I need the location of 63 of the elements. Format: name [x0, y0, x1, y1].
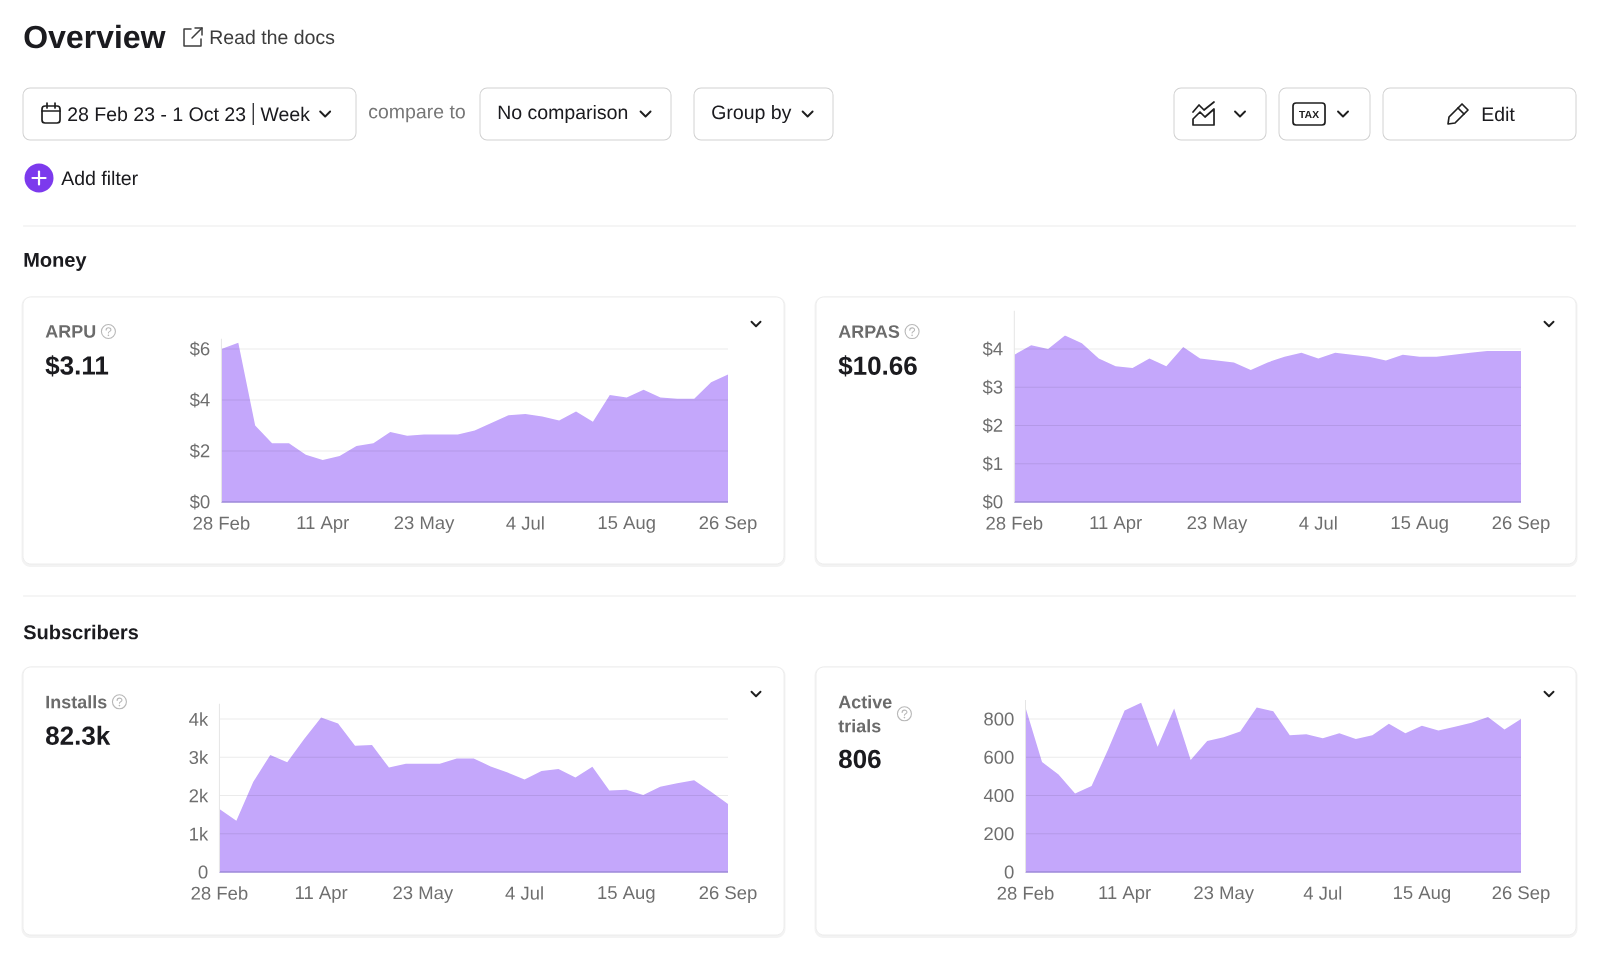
text: compare to	[369, 105, 465, 123]
x-tick-label: 11 Apr	[295, 886, 348, 903]
x-tick-label: 28 Feb	[986, 516, 1043, 530]
x-tick-label: 23 May	[394, 516, 455, 533]
y-tick-label: 2k	[189, 788, 209, 803]
x-tick-label: 26 Sep	[1492, 516, 1550, 533]
x-tick-label: 15 Aug	[1394, 886, 1451, 903]
text: Group by	[712, 104, 792, 124]
chart-title: Installs	[46, 695, 107, 709]
x-tick-label: 23 May	[1187, 516, 1248, 533]
x-tick-label: 4 Jul	[1299, 516, 1337, 530]
y-tick-label: 200	[984, 827, 1014, 841]
x-tick-label: 23 May	[393, 886, 454, 903]
x-tick-label: 15 Aug	[598, 516, 655, 533]
text: Overview	[24, 24, 166, 49]
x-tick-label: 11 Apr	[297, 516, 349, 533]
x-tick-label: 15 Aug	[1391, 516, 1448, 533]
text: Week	[260, 106, 310, 122]
y-tick-label: 4k	[189, 712, 209, 726]
x-tick-label: 23 May	[1194, 886, 1254, 903]
y-tick-label: $3	[982, 379, 1003, 395]
x-tick-label: 28 Feb	[997, 886, 1054, 900]
y-tick-label: $4	[189, 392, 210, 408]
text: $10.66	[838, 355, 917, 377]
y-tick-label: $0	[982, 494, 1003, 510]
x-tick-label: 28 Feb	[193, 516, 250, 530]
y-tick-label: $2	[982, 418, 1003, 433]
x-tick-label: 4 Jul	[506, 516, 544, 530]
y-tick-label: 1k	[190, 827, 209, 841]
y-tick-label: 400	[983, 788, 1014, 803]
text: Read the docs	[210, 29, 335, 45]
x-tick-label: 26 Sep	[699, 886, 757, 903]
text: ARPAS	[838, 325, 900, 338]
text: No comparison	[498, 104, 628, 124]
text: Subscribers	[23, 624, 138, 640]
text: 806	[839, 749, 881, 769]
text: ARPU	[45, 325, 96, 338]
y-tick-label: $2	[189, 443, 210, 459]
text: Money	[24, 253, 87, 271]
y-tick-label: 800	[984, 712, 1014, 726]
x-tick-label: 15 Aug	[598, 886, 655, 903]
text: Edit	[1482, 106, 1515, 122]
text: Active trials	[838, 695, 892, 733]
text: 82.3k	[46, 725, 111, 745]
x-tick-label: 28 Feb	[191, 886, 248, 900]
y-tick-label: $6	[189, 341, 210, 357]
y-tick-label: $4	[982, 341, 1003, 357]
x-tick-label: 4 Jul	[505, 886, 543, 900]
x-tick-label: 26 Sep	[1492, 886, 1550, 903]
text: 28 Feb 23 - 1 Oct 23	[68, 106, 246, 122]
y-tick-label: $1	[982, 456, 1003, 472]
x-tick-label: 11 Apr	[1099, 886, 1151, 903]
x-tick-label: 26 Sep	[699, 516, 757, 533]
y-tick-label: 0	[1004, 865, 1014, 879]
x-tick-label: 11 Apr	[1090, 516, 1142, 533]
text: Add filter	[61, 170, 138, 186]
text: TAX	[1299, 110, 1320, 119]
y-tick-label: 3k	[189, 750, 209, 765]
y-tick-label: 600	[984, 750, 1014, 764]
y-tick-label: 0	[198, 865, 208, 879]
x-tick-label: 4 Jul	[1303, 886, 1342, 900]
text: $3.11	[45, 355, 109, 377]
y-tick-label: $0	[189, 494, 210, 510]
